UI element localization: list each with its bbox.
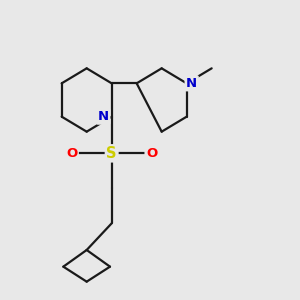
Text: S: S bbox=[106, 146, 117, 161]
Text: N: N bbox=[186, 77, 197, 90]
Text: O: O bbox=[146, 147, 157, 160]
Text: N: N bbox=[98, 110, 109, 123]
Text: O: O bbox=[66, 147, 77, 160]
